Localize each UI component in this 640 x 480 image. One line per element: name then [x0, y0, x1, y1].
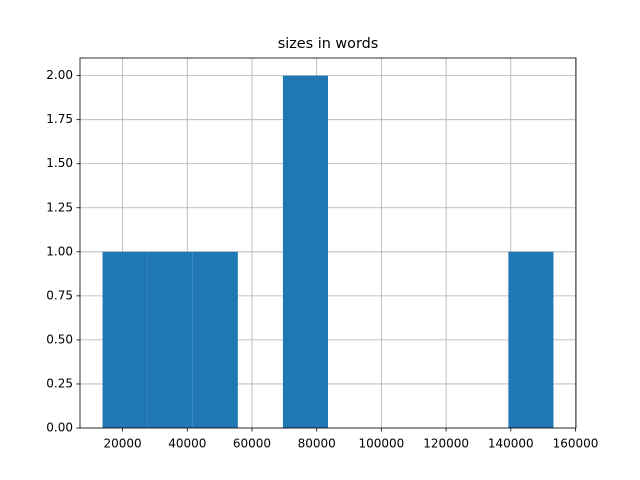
x-tick-label: 40000	[168, 437, 206, 451]
x-tick-label: 120000	[423, 437, 469, 451]
y-tick-label: 1.25	[46, 200, 73, 214]
y-tick-label: 1.75	[46, 112, 73, 126]
x-tick-label: 140000	[488, 437, 534, 451]
y-tick-label: 0.25	[46, 376, 73, 390]
y-tick-label: 1.50	[46, 156, 73, 170]
x-tick-label: 80000	[298, 437, 336, 451]
bar	[192, 251, 238, 428]
bar	[508, 251, 554, 428]
bar	[282, 75, 328, 428]
axes-frame	[79, 57, 577, 429]
y-tick-label: 1.00	[46, 244, 73, 258]
y-tick-label: 0.50	[46, 332, 73, 346]
y-tick-label: 0.75	[46, 288, 73, 302]
bar	[147, 251, 193, 428]
plot-area: 20000 40000 60000 80000 100000 120000 140000 16…	[46, 58, 598, 451]
chart-title: sizes in words	[278, 36, 379, 52]
bar	[102, 251, 148, 428]
y-tick-label: 2.00	[46, 68, 73, 82]
x-tick-label: 160000	[553, 437, 599, 451]
x-tick-label: 20000	[103, 437, 141, 451]
x-tick-label: 60000	[233, 437, 271, 451]
x-tick-label: 100000	[358, 437, 404, 451]
y-tick-label: 0.00	[46, 421, 73, 435]
